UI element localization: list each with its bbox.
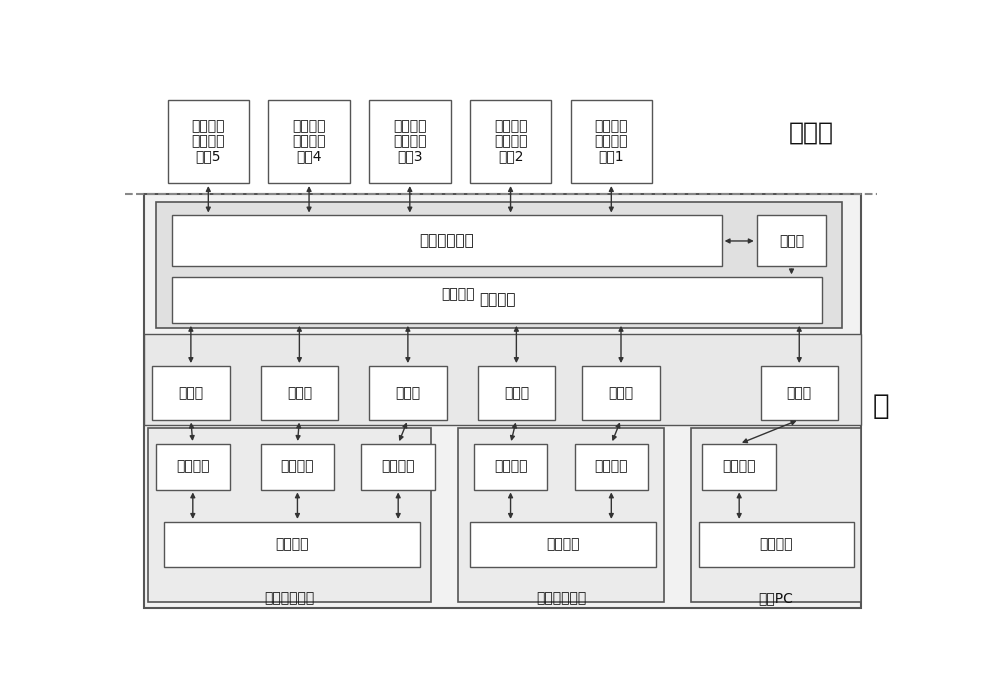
Text: 计算引擎: 计算引擎 <box>546 537 580 551</box>
Text: 监控员: 监控员 <box>178 386 203 400</box>
Bar <box>571 100 652 183</box>
Text: 客户端: 客户端 <box>788 120 833 144</box>
Bar <box>474 444 547 489</box>
Bar <box>152 366 230 419</box>
Bar <box>369 100 450 183</box>
Text: 监控员: 监控员 <box>504 386 529 400</box>
Text: 监控员: 监控员 <box>395 386 420 400</box>
Text: 普通PC: 普通PC <box>759 592 793 606</box>
Text: 服务申请: 服务申请 <box>292 135 326 149</box>
Bar <box>268 100 350 183</box>
Text: 用户1: 用户1 <box>598 149 624 163</box>
Text: 服务接口: 服务接口 <box>281 460 314 474</box>
Text: 监控员: 监控员 <box>287 386 312 400</box>
Text: 服务申请: 服务申请 <box>393 135 427 149</box>
Bar <box>478 366 555 419</box>
Text: 云: 云 <box>872 392 889 420</box>
Bar <box>458 428 664 602</box>
Text: 用户3: 用户3 <box>397 149 423 163</box>
Bar <box>582 366 660 419</box>
Bar <box>470 522 656 567</box>
Text: 服务内容: 服务内容 <box>393 119 427 133</box>
Text: 服务申请队列: 服务申请队列 <box>419 233 474 248</box>
Text: 服务申请: 服务申请 <box>595 135 628 149</box>
Text: 用户5: 用户5 <box>196 149 221 163</box>
Text: 服务申请: 服务申请 <box>494 135 527 149</box>
Bar <box>164 522 420 567</box>
Text: 监控管家: 监控管家 <box>479 292 515 308</box>
Bar <box>168 100 249 183</box>
Bar <box>369 366 447 419</box>
Text: 计算引擎: 计算引擎 <box>275 537 308 551</box>
Text: 计算引擎: 计算引擎 <box>759 537 793 551</box>
Bar <box>691 428 861 602</box>
Text: 调度中心: 调度中心 <box>442 288 475 302</box>
Text: 服务申请: 服务申请 <box>192 135 225 149</box>
Bar <box>261 444 334 489</box>
Bar <box>261 366 338 419</box>
Text: 监控员: 监控员 <box>787 386 812 400</box>
Text: 用户2: 用户2 <box>498 149 523 163</box>
Text: 服务接口: 服务接口 <box>176 460 210 474</box>
Bar <box>470 100 551 183</box>
Text: 服务内容: 服务内容 <box>595 119 628 133</box>
Bar <box>761 366 838 419</box>
Bar <box>574 444 648 489</box>
Text: 服务内容: 服务内容 <box>494 119 527 133</box>
Bar <box>698 522 854 567</box>
Bar <box>361 444 435 489</box>
Bar <box>144 194 861 608</box>
Bar <box>144 334 861 425</box>
Bar <box>172 277 822 323</box>
Bar <box>757 216 826 267</box>
Text: 高性能计算机: 高性能计算机 <box>536 592 586 606</box>
Text: 接待员: 接待员 <box>779 234 804 248</box>
Text: 服务内容: 服务内容 <box>292 119 326 133</box>
Bar <box>156 202 842 328</box>
Text: 高性能服务器: 高性能服务器 <box>264 592 314 606</box>
Text: 监控员: 监控员 <box>608 386 634 400</box>
Text: 服务接口: 服务接口 <box>595 460 628 474</box>
Bar <box>172 216 722 267</box>
Bar <box>156 444 230 489</box>
Bar <box>148 428 431 602</box>
Text: 服务接口: 服务接口 <box>381 460 415 474</box>
Text: 服务内容: 服务内容 <box>192 119 225 133</box>
Text: 服务接口: 服务接口 <box>722 460 756 474</box>
Text: 服务接口: 服务接口 <box>494 460 527 474</box>
Bar <box>702 444 776 489</box>
Text: 用户4: 用户4 <box>296 149 322 163</box>
